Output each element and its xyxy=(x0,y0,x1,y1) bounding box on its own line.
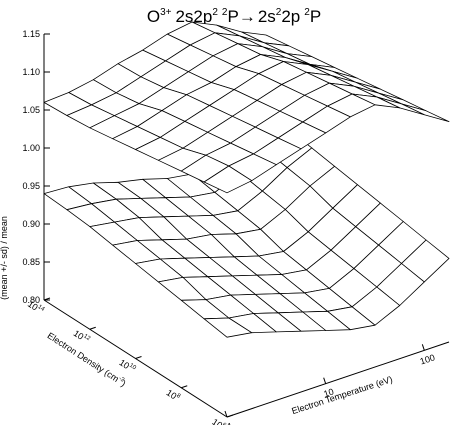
chart-title: O3+ 2s2p2 2P→ 2s22p 2P xyxy=(147,7,321,26)
temperature-tick-label: 1 xyxy=(226,421,234,425)
temperature-axis-line xyxy=(226,341,450,418)
z-tick-label: 0.95 xyxy=(22,181,40,191)
title-upper-term-mult: 2 xyxy=(222,7,228,18)
density-axis-ticks: 106 108 1010 1012 1014 xyxy=(26,297,234,425)
z-tick-label: 1.15 xyxy=(22,29,40,39)
density-label-close: ) xyxy=(120,379,128,389)
z-tick-label: 0.85 xyxy=(22,257,40,267)
title-upper-level: 2s2p xyxy=(175,7,212,26)
z-tick-label: 1.10 xyxy=(22,67,40,77)
z-axis-label: (mean +/- sd) / mean xyxy=(0,216,9,300)
temperature-tick-label: 10 xyxy=(322,387,335,400)
temperature-tick xyxy=(421,344,425,351)
title-charge: 3+ xyxy=(160,7,172,18)
density-tick-label: 1010 xyxy=(117,357,137,375)
temperature-tick xyxy=(224,410,228,418)
density-tick-label: 1012 xyxy=(72,328,92,346)
density-tick xyxy=(181,385,188,389)
density-tick-label: 106 xyxy=(210,417,227,425)
title-upper-term: P xyxy=(227,7,238,26)
surface-cell xyxy=(401,103,450,122)
title-lower-a: 2s xyxy=(258,7,276,26)
title-lower-b: 2p xyxy=(281,7,300,26)
temperature-tick-label: 100 xyxy=(419,352,436,366)
density-label-sup: -3 xyxy=(117,376,125,384)
z-tick-label: 0.90 xyxy=(22,219,40,229)
surface-mean-minus-sd xyxy=(43,110,450,338)
surface-cell xyxy=(203,317,253,338)
density-tick xyxy=(89,326,96,330)
title-lower-term: P xyxy=(310,7,321,26)
density-tick-label: 1014 xyxy=(26,299,46,317)
density-tick xyxy=(43,297,51,301)
title-ion: O xyxy=(147,7,160,26)
surface-cell xyxy=(203,165,253,194)
z-tick-label: 1.00 xyxy=(22,143,40,153)
title-lower-term-mult: 2 xyxy=(304,7,310,18)
z-tick-label: 0.80 xyxy=(22,295,40,305)
title-arrow: → xyxy=(239,7,256,26)
z-axis-ticks: 0.80 0.85 0.90 0.95 1.00 1.05 1.10 1.15 xyxy=(22,29,50,305)
z-tick-label: 1.05 xyxy=(22,105,40,115)
density-tick xyxy=(135,356,142,359)
temperature-axis-label: Electron Temperature (eV) xyxy=(290,374,393,416)
title-lower-exp: 2 xyxy=(276,7,282,18)
surface-mean-plus-sd xyxy=(43,21,450,194)
title-upper-exp: 2 xyxy=(212,7,218,18)
temperature-axis-ticks: 1 10 100 xyxy=(224,344,436,425)
density-tick-label: 108 xyxy=(165,387,182,403)
temperature-tick xyxy=(323,377,327,384)
